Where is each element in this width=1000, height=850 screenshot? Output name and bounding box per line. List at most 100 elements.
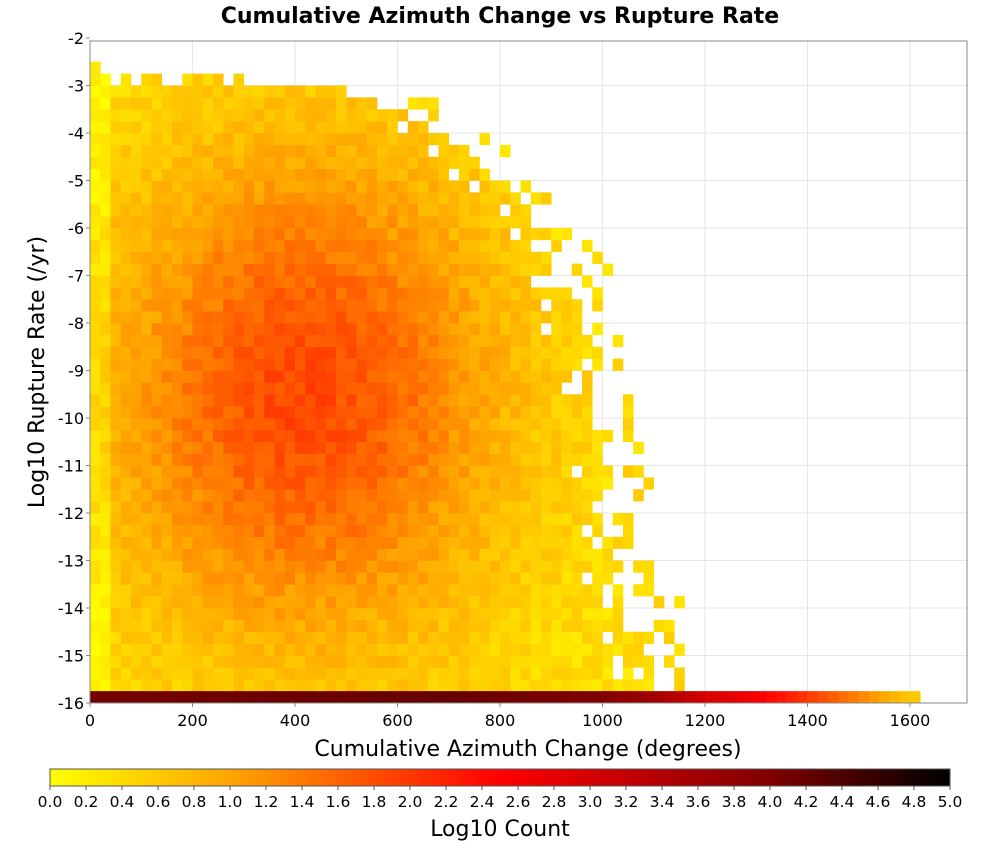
heatmap-cell — [643, 655, 655, 668]
heatmap-cell — [315, 299, 327, 312]
heatmap-cell — [366, 370, 378, 383]
heatmap-cell — [366, 477, 378, 490]
heatmap-cell — [90, 180, 101, 193]
heatmap-cell — [336, 97, 347, 110]
heatmap-cell — [582, 667, 593, 680]
heatmap-cell — [510, 382, 521, 395]
heatmap-cell — [356, 608, 368, 621]
heatmap-cell — [233, 275, 245, 288]
heatmap-cell — [356, 168, 368, 181]
heatmap-cell — [418, 453, 429, 466]
heatmap-cell — [223, 358, 234, 371]
heatmap-cell — [407, 536, 419, 549]
heatmap-cell — [264, 453, 275, 466]
heatmap-cell — [202, 596, 214, 609]
heatmap-cell — [284, 631, 296, 644]
heatmap-cell — [418, 406, 429, 419]
heatmap-cell — [366, 453, 378, 466]
heatmap-cell — [571, 631, 583, 644]
heatmap-cell — [151, 311, 163, 324]
heatmap-cell — [418, 619, 429, 633]
heatmap-cell — [448, 584, 460, 597]
heatmap-cell — [448, 287, 460, 300]
heatmap-cell — [264, 133, 275, 146]
heatmap-cell — [90, 287, 101, 300]
heatmap-cell — [161, 477, 173, 490]
heatmap-cell — [438, 192, 450, 205]
heatmap-cell — [305, 667, 316, 680]
heatmap-cell — [295, 204, 306, 217]
heatmap-cell — [233, 299, 245, 312]
heatmap-cell — [284, 489, 296, 502]
heatmap-cell — [284, 501, 296, 514]
heatmap-cell — [489, 691, 501, 704]
heatmap-cell — [479, 584, 491, 597]
heatmap-cell — [284, 251, 296, 264]
heatmap-cell — [120, 73, 132, 86]
heatmap-cell — [131, 560, 142, 573]
heatmap-cell — [172, 394, 183, 407]
heatmap-cell — [233, 631, 245, 644]
heatmap-cell — [295, 239, 306, 253]
heatmap-cell — [377, 643, 388, 656]
heatmap-cell — [295, 596, 306, 609]
heatmap-cell — [602, 691, 614, 704]
heatmap-cell — [510, 536, 521, 549]
heatmap-cell — [161, 679, 173, 692]
heatmap-cell — [633, 679, 644, 692]
heatmap-cell — [366, 489, 378, 502]
heatmap-cell — [520, 311, 532, 324]
heatmap-cell — [110, 299, 122, 312]
heatmap-cell — [459, 584, 470, 597]
heatmap-cell — [377, 655, 388, 668]
y-tick-label: -10 — [58, 409, 84, 428]
heatmap-cell — [377, 204, 388, 217]
heatmap-cell — [264, 216, 275, 229]
heatmap-cell — [407, 239, 419, 253]
heatmap-cell — [407, 667, 419, 680]
heatmap-cell — [172, 536, 183, 549]
heatmap-cell — [233, 418, 245, 431]
heatmap-cell — [192, 429, 204, 443]
heatmap-cell — [489, 192, 501, 205]
heatmap-cell — [469, 596, 480, 609]
heatmap-cell — [161, 180, 173, 193]
heatmap-cell — [131, 168, 142, 181]
colorbar-tick-label: 5.0 — [938, 793, 963, 811]
heatmap-cell — [530, 548, 542, 561]
chart-title: Cumulative Azimuth Change vs Rupture Rat… — [221, 4, 779, 29]
heatmap-cell — [541, 667, 552, 680]
heatmap-cell — [407, 251, 419, 264]
heatmap-cell — [479, 311, 491, 324]
heatmap-cell — [120, 429, 132, 443]
heatmap-cell — [254, 299, 265, 312]
heatmap-cell — [838, 691, 849, 704]
heatmap-cell — [571, 679, 583, 692]
heatmap-cell — [141, 370, 152, 383]
heatmap-cell — [172, 323, 183, 336]
heatmap-cell — [213, 608, 224, 621]
heatmap-cell — [387, 311, 398, 324]
heatmap-cell — [520, 631, 532, 644]
heatmap-cell — [459, 263, 470, 276]
heatmap-cell — [377, 216, 388, 229]
heatmap-cell — [561, 394, 573, 407]
heatmap-cell — [664, 631, 675, 644]
heatmap-cell — [643, 679, 655, 692]
heatmap-cell — [90, 536, 101, 549]
heatmap-cell — [489, 631, 501, 644]
colorbar-tick-label: 2.0 — [398, 793, 423, 811]
heatmap-cell — [305, 133, 316, 146]
heatmap-cell — [305, 311, 316, 324]
heatmap-cell — [110, 429, 122, 443]
heatmap-cell — [469, 323, 480, 336]
heatmap-cell — [582, 679, 593, 692]
heatmap-cell — [541, 608, 552, 621]
heatmap-cell — [418, 596, 429, 609]
heatmap-cell — [254, 560, 265, 573]
heatmap-cell — [182, 299, 193, 312]
heatmap-cell — [264, 168, 275, 181]
heatmap-cell — [131, 548, 142, 561]
heatmap-cell — [151, 513, 163, 526]
heatmap-cell — [284, 584, 296, 597]
